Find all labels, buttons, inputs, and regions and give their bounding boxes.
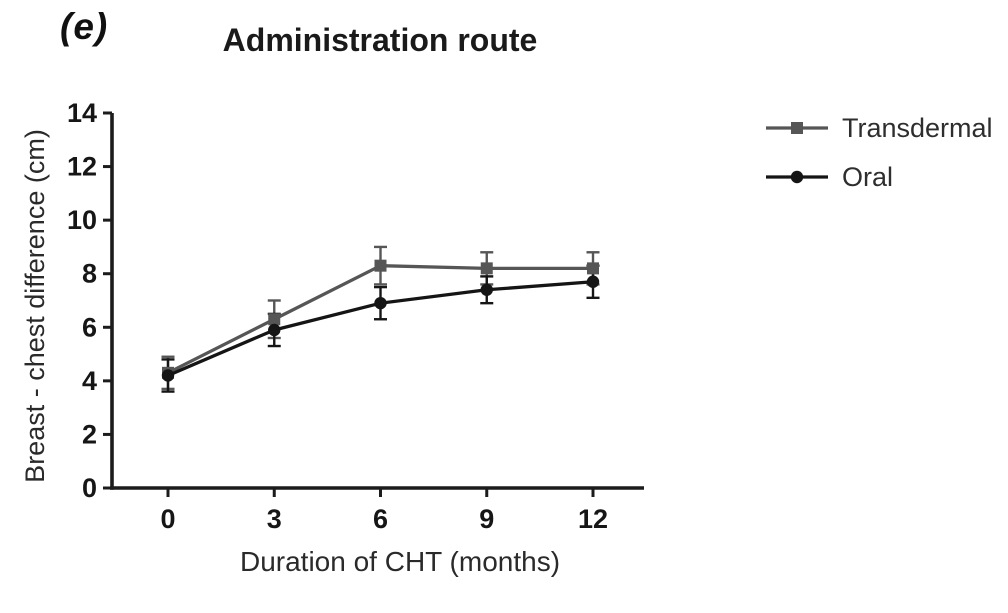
x-tick-label: 0 xyxy=(160,504,175,534)
legend-label: Transdermal xyxy=(842,112,993,143)
x-tick-label: 6 xyxy=(373,504,388,534)
legend-label: Oral xyxy=(842,161,894,192)
data-point-circle xyxy=(268,323,281,337)
data-point-circle xyxy=(161,369,175,382)
data-point-square xyxy=(374,259,387,272)
y-tick-label: 10 xyxy=(67,205,97,235)
data-point-square xyxy=(587,262,600,275)
y-tick-label: 8 xyxy=(82,259,97,289)
data-point-square xyxy=(268,313,281,326)
x-axis-label: Duration of CHT (months) xyxy=(239,546,561,577)
y-tick-label: 2 xyxy=(82,419,97,449)
x-tick-label: 12 xyxy=(578,504,608,534)
legend-marker-circle-icon xyxy=(766,170,828,184)
legend-item-oral: Oral xyxy=(764,157,993,197)
legend: Transdermal Oral xyxy=(764,108,993,197)
x-tick-label: 3 xyxy=(267,504,282,534)
y-tick-label: 14 xyxy=(67,98,97,128)
data-point-circle xyxy=(480,283,493,296)
data-point-circle xyxy=(374,296,387,310)
y-axis-label: Breast - chest difference (cm) xyxy=(20,129,50,483)
y-tick-label: 4 xyxy=(82,366,97,396)
y-tick-label: 12 xyxy=(67,152,97,182)
data-point-square xyxy=(480,262,493,275)
panel-label: (e) xyxy=(60,6,109,47)
y-tick-label: 0 xyxy=(82,473,97,503)
legend-item-transdermal: Transdermal xyxy=(764,108,993,148)
chart-title: Administration route xyxy=(222,22,538,58)
x-tick-label: 9 xyxy=(479,504,494,534)
y-tick-label: 6 xyxy=(82,312,97,342)
legend-marker-square-icon xyxy=(766,122,828,134)
data-point-circle xyxy=(586,275,600,288)
